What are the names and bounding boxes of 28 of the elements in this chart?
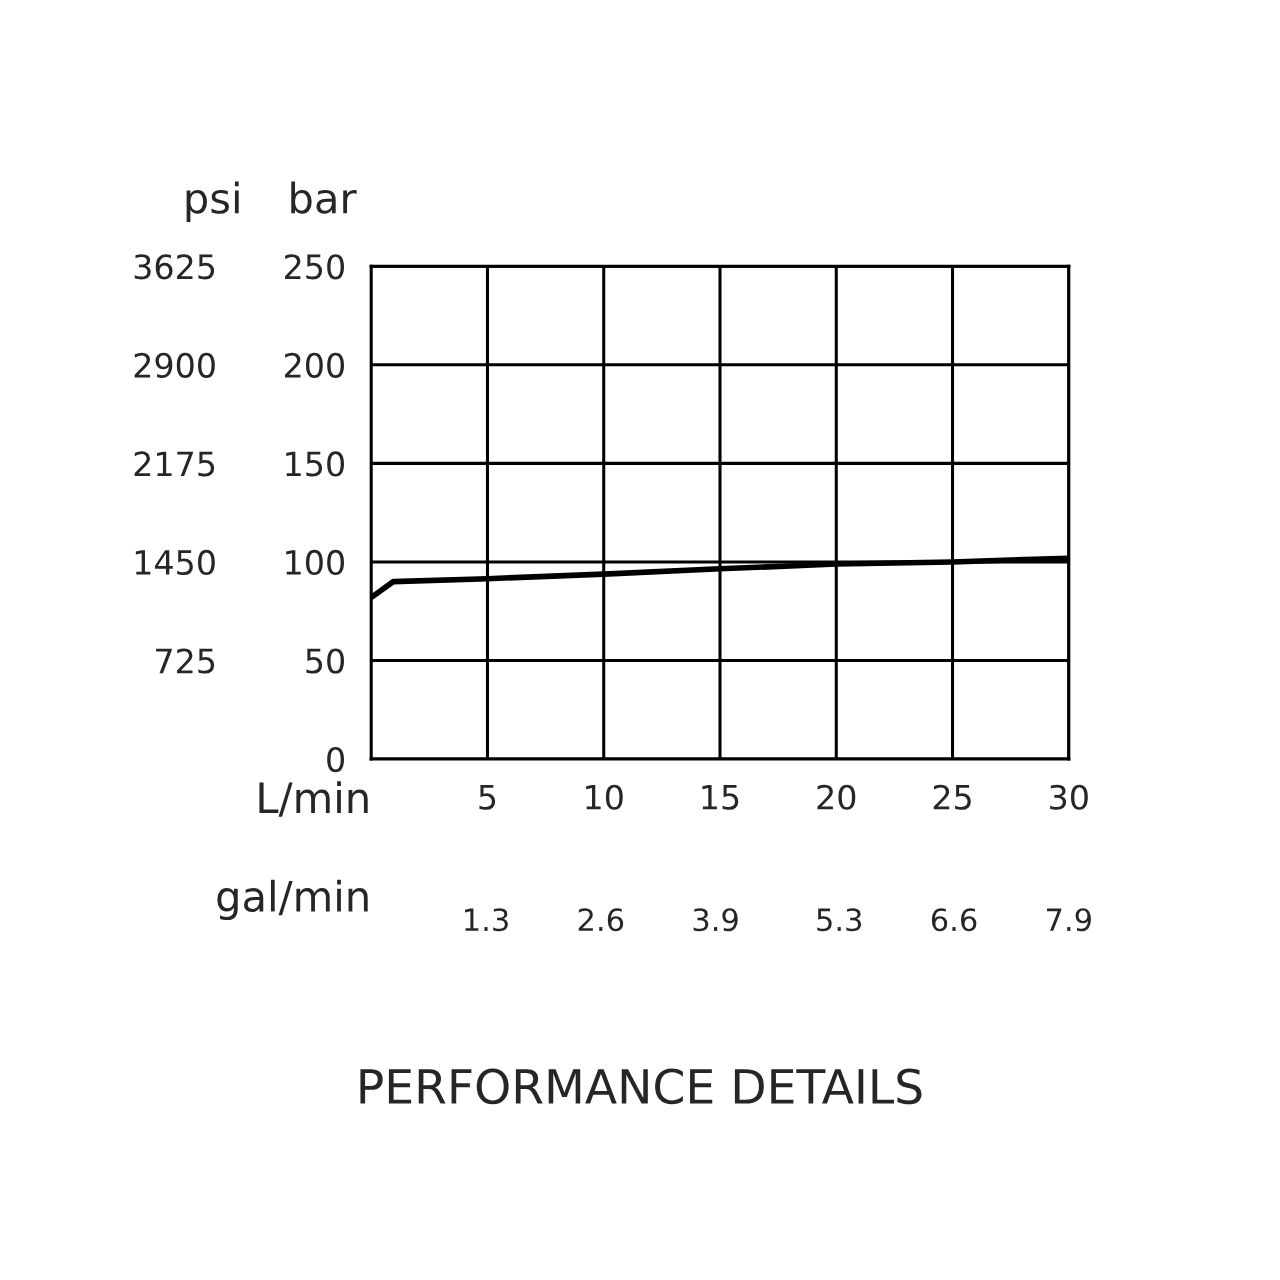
x2-tick-label: 1.3 bbox=[465, 908, 508, 932]
y2-tick-label: 1450 bbox=[135, 549, 215, 576]
y2-tick-label: 2900 bbox=[134, 352, 215, 378]
y-axis-title: bar bbox=[291, 181, 357, 214]
y-tick-label: 0 bbox=[327, 746, 344, 773]
x2-axis-title: gal/min bbox=[217, 879, 368, 921]
x2-tick-label: 3.9 bbox=[693, 908, 738, 932]
x-tick-label: 20 bbox=[817, 784, 856, 810]
y-tick-label: 50 bbox=[306, 648, 344, 674]
x2-tick-label: 6.6 bbox=[931, 908, 977, 932]
x-tick-label: 10 bbox=[586, 784, 623, 810]
x2-tick-label: 2.6 bbox=[578, 908, 624, 932]
x-tick-label: 30 bbox=[1050, 784, 1088, 810]
y-tick-label: 150 bbox=[286, 451, 344, 477]
x2-tick-label: 5.3 bbox=[817, 908, 862, 932]
x-tick-label: 15 bbox=[702, 785, 739, 810]
x-axis-title: L/min bbox=[259, 781, 368, 817]
y2-axis-title: psi bbox=[186, 181, 239, 222]
x-tick-label: 25 bbox=[933, 784, 971, 810]
text: PERFORMANCE DETAILS bbox=[360, 1068, 922, 1105]
y-tick-label: 200 bbox=[285, 352, 344, 378]
y2-tick-label: 725 bbox=[156, 648, 215, 674]
y2-tick-label: 3625 bbox=[134, 254, 215, 280]
y-tick-label: 100 bbox=[286, 549, 344, 576]
x2-tick-label: 7.9 bbox=[1047, 908, 1091, 932]
x-tick-label: 5 bbox=[479, 785, 496, 810]
y-tick-label: 250 bbox=[285, 254, 344, 280]
y2-tick-label: 2175 bbox=[134, 451, 215, 477]
